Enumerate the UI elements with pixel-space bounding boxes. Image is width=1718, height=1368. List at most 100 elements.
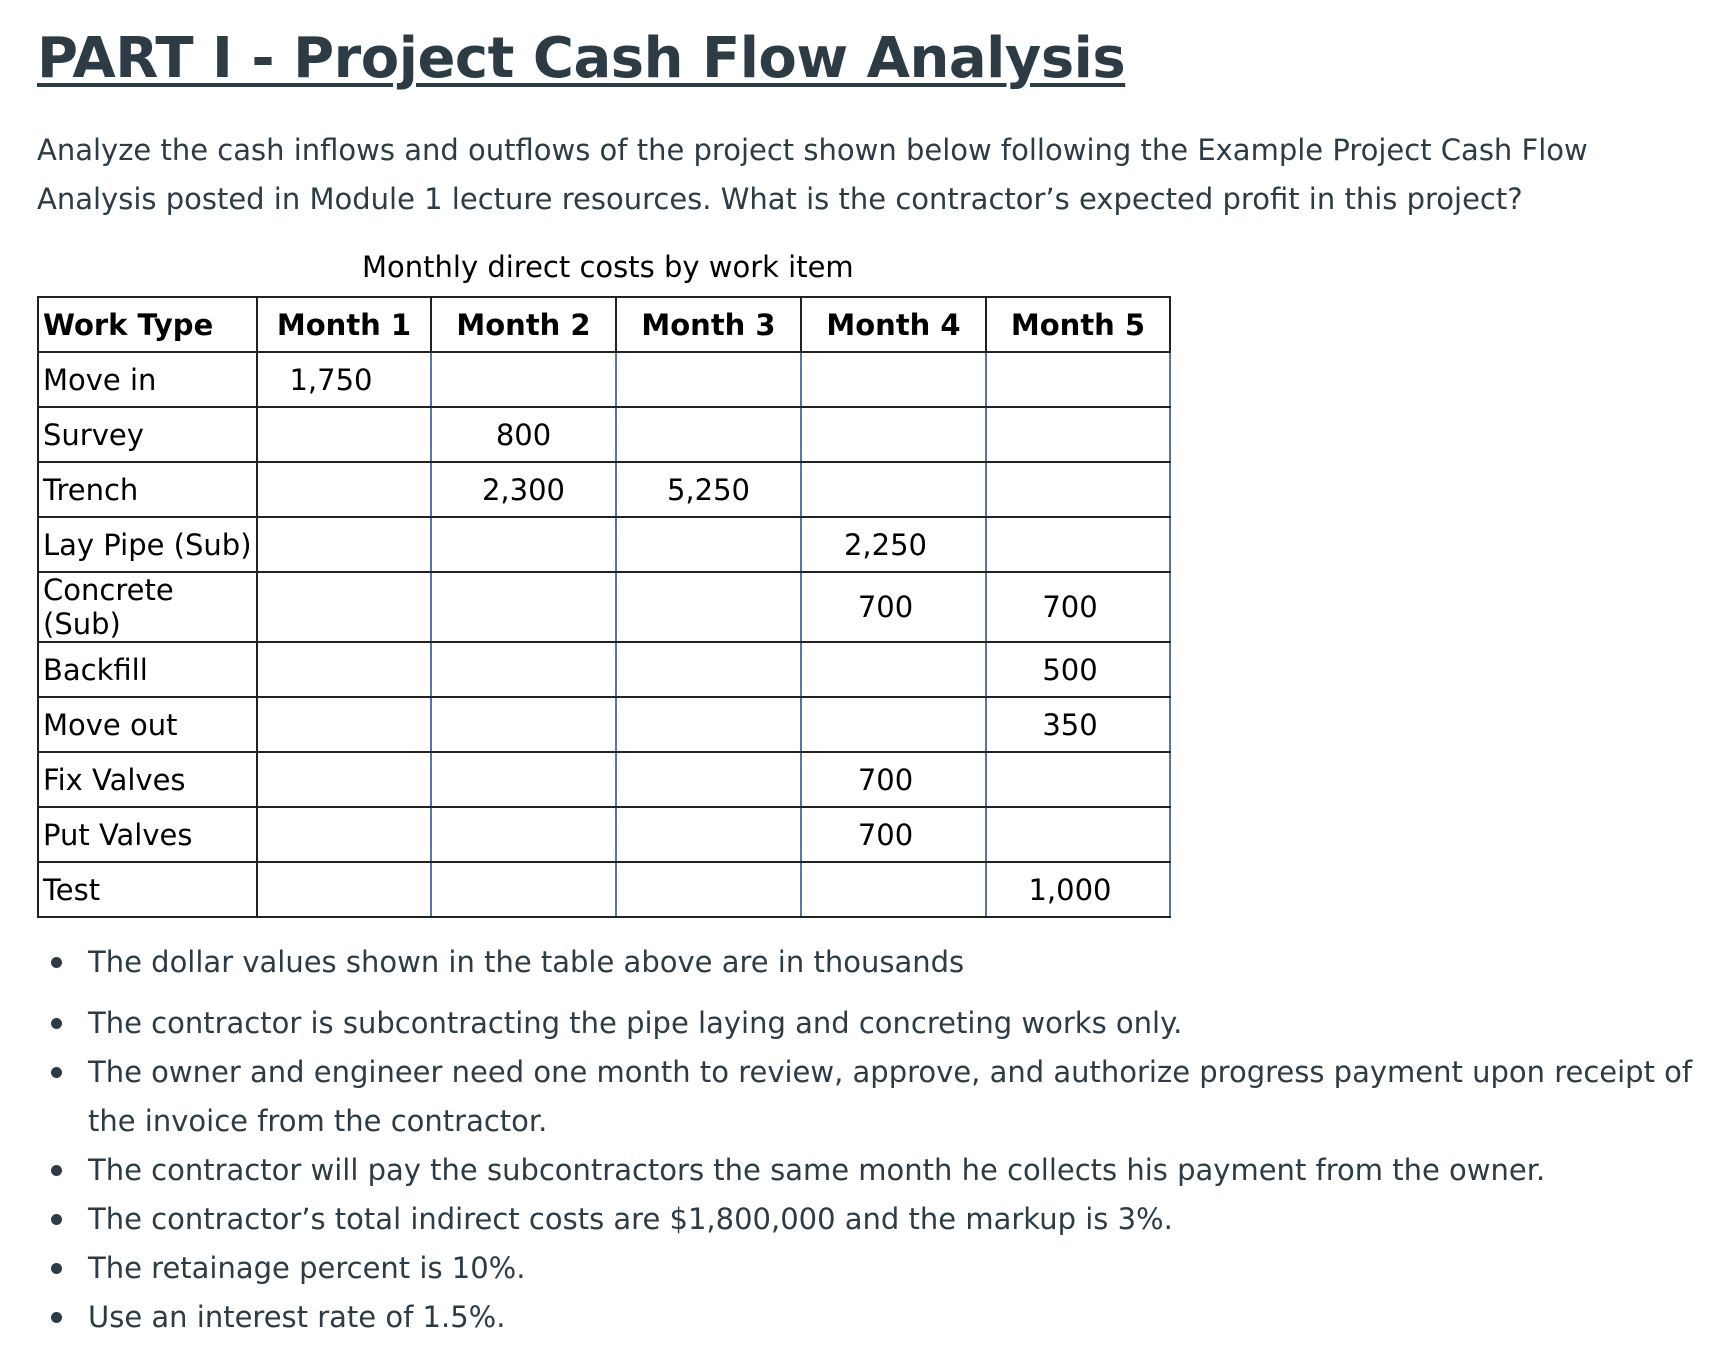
note-text: The dollar values shown in the table abo… bbox=[88, 945, 965, 979]
month-2-cost-cell bbox=[430, 696, 617, 753]
note-text: The contractor’s total indirect costs ar… bbox=[88, 1202, 1173, 1236]
work-type-cell: Put Valves bbox=[37, 806, 258, 863]
note-item: The retainage percent is 10%. bbox=[37, 1244, 1697, 1293]
table-row: Move out 350 bbox=[37, 696, 1171, 753]
month-1-cost-cell: 1,750 bbox=[256, 351, 432, 408]
bullet-icon bbox=[51, 1263, 62, 1274]
work-type-cell: Backfill bbox=[37, 641, 258, 698]
month-3-cost-cell bbox=[615, 351, 802, 408]
table-row: Lay Pipe (Sub) 2,250 bbox=[37, 516, 1171, 573]
month-4-cost-cell: 700 bbox=[800, 751, 987, 808]
month-1-cost-cell bbox=[256, 571, 432, 643]
note-item: The contractor is subcontracting the pip… bbox=[37, 999, 1697, 1048]
direct-costs-table: Work Type Month 1 Month 2 Month 3 Month … bbox=[37, 296, 1171, 918]
work-type-cell: Move in bbox=[37, 351, 258, 408]
table-row: Concrete (Sub) 700 700 bbox=[37, 571, 1171, 643]
month-1-cost-cell bbox=[256, 861, 432, 918]
table-row: Put Valves 700 bbox=[37, 806, 1171, 863]
month-4-cost-cell bbox=[800, 641, 987, 698]
column-header-month-4: Month 4 bbox=[800, 296, 987, 353]
month-2-cost-cell bbox=[430, 861, 617, 918]
month-2-cost-cell bbox=[430, 751, 617, 808]
month-3-cost-cell bbox=[615, 516, 802, 573]
month-3-cost-cell bbox=[615, 806, 802, 863]
column-header-month-2: Month 2 bbox=[430, 296, 617, 353]
month-1-cost-cell bbox=[256, 461, 432, 518]
month-2-cost-cell bbox=[430, 351, 617, 408]
work-type-cell: Move out bbox=[37, 696, 258, 753]
note-text: The owner and engineer need one month to… bbox=[88, 1055, 1693, 1138]
month-2-cost-cell bbox=[430, 571, 617, 643]
month-1-cost-cell bbox=[256, 696, 432, 753]
table-body: Move in 1,750 Survey 800 Trench 2,300 5,250 Lay… bbox=[37, 351, 1171, 918]
note-item: Use an interest rate of 1.5%. bbox=[37, 1293, 1697, 1342]
work-type-cell: Test bbox=[37, 861, 258, 918]
month-3-cost-cell bbox=[615, 641, 802, 698]
month-4-cost-cell bbox=[800, 696, 987, 753]
month-5-cost-cell bbox=[985, 461, 1171, 518]
column-header-work-type: Work Type bbox=[37, 296, 258, 353]
column-header-month-1: Month 1 bbox=[256, 296, 432, 353]
work-type-cell: Concrete (Sub) bbox=[37, 571, 258, 643]
month-5-cost-cell bbox=[985, 751, 1171, 808]
table-header-row: Work Type Month 1 Month 2 Month 3 Month … bbox=[37, 296, 1171, 353]
column-header-month-3: Month 3 bbox=[615, 296, 802, 353]
column-header-month-5: Month 5 bbox=[985, 296, 1171, 353]
work-type-cell: Lay Pipe (Sub) bbox=[37, 516, 258, 573]
month-3-cost-cell bbox=[615, 861, 802, 918]
month-2-cost-cell bbox=[430, 641, 617, 698]
month-1-cost-cell bbox=[256, 641, 432, 698]
month-5-cost-cell bbox=[985, 351, 1171, 408]
month-5-cost-cell: 700 bbox=[985, 571, 1171, 643]
note-item: The dollar values shown in the table abo… bbox=[37, 938, 1697, 987]
month-2-cost-cell: 2,300 bbox=[430, 461, 617, 518]
note-text: The contractor is subcontracting the pip… bbox=[88, 1006, 1183, 1040]
month-5-cost-cell bbox=[985, 806, 1171, 863]
note-item: The owner and engineer need one month to… bbox=[37, 1048, 1697, 1146]
table-row: Survey 800 bbox=[37, 406, 1171, 463]
month-2-cost-cell: 800 bbox=[430, 406, 617, 463]
month-5-cost-cell bbox=[985, 406, 1171, 463]
note-text: Use an interest rate of 1.5%. bbox=[88, 1300, 506, 1334]
table-caption: Monthly direct costs by work item bbox=[362, 250, 854, 284]
note-item: The contractor’s total indirect costs ar… bbox=[37, 1195, 1697, 1244]
month-1-cost-cell bbox=[256, 406, 432, 463]
month-5-cost-cell: 500 bbox=[985, 641, 1171, 698]
month-5-cost-cell: 350 bbox=[985, 696, 1171, 753]
notes-list: The dollar values shown in the table abo… bbox=[37, 938, 1697, 1342]
month-1-cost-cell bbox=[256, 806, 432, 863]
month-4-cost-cell bbox=[800, 461, 987, 518]
month-4-cost-cell bbox=[800, 351, 987, 408]
bullet-icon bbox=[51, 1214, 62, 1225]
month-4-cost-cell: 2,250 bbox=[800, 516, 987, 573]
work-type-cell: Survey bbox=[37, 406, 258, 463]
month-1-cost-cell bbox=[256, 751, 432, 808]
month-4-cost-cell bbox=[800, 406, 987, 463]
page-title: PART I - Project Cash Flow Analysis bbox=[37, 26, 1126, 91]
bullet-icon bbox=[51, 957, 62, 968]
month-3-cost-cell bbox=[615, 571, 802, 643]
table-row: Move in 1,750 bbox=[37, 351, 1171, 408]
note-text: The contractor will pay the subcontracto… bbox=[88, 1153, 1546, 1187]
table-row: Test 1,000 bbox=[37, 861, 1171, 918]
bullet-icon bbox=[51, 1312, 62, 1323]
month-1-cost-cell bbox=[256, 516, 432, 573]
month-3-cost-cell bbox=[615, 751, 802, 808]
bullet-icon bbox=[51, 1067, 62, 1078]
note-item: The contractor will pay the subcontracto… bbox=[37, 1146, 1697, 1195]
month-2-cost-cell bbox=[430, 516, 617, 573]
table-row: Trench 2,300 5,250 bbox=[37, 461, 1171, 518]
bullet-icon bbox=[51, 1018, 62, 1029]
table-row: Fix Valves 700 bbox=[37, 751, 1171, 808]
month-3-cost-cell: 5,250 bbox=[615, 461, 802, 518]
work-type-cell: Fix Valves bbox=[37, 751, 258, 808]
month-4-cost-cell bbox=[800, 861, 987, 918]
intro-paragraph: Analyze the cash inflows and outflows of… bbox=[37, 133, 1588, 216]
month-5-cost-cell bbox=[985, 516, 1171, 573]
month-2-cost-cell bbox=[430, 806, 617, 863]
table-row: Backfill 500 bbox=[37, 641, 1171, 698]
month-5-cost-cell: 1,000 bbox=[985, 861, 1171, 918]
month-4-cost-cell: 700 bbox=[800, 806, 987, 863]
month-3-cost-cell bbox=[615, 696, 802, 753]
note-text: The retainage percent is 10%. bbox=[88, 1251, 526, 1285]
